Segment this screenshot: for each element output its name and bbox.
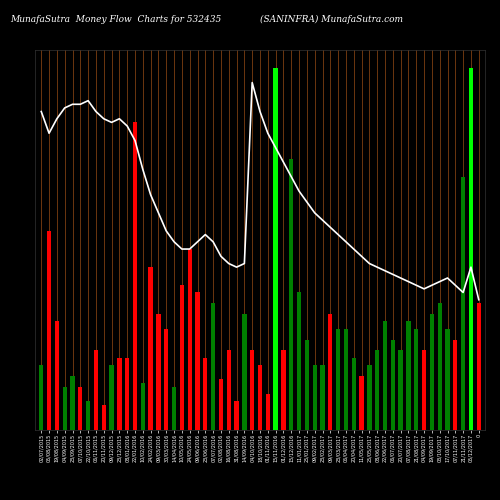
Bar bbox=[47, 231, 51, 430]
Bar bbox=[312, 365, 317, 430]
Bar bbox=[282, 350, 286, 430]
Bar bbox=[320, 365, 324, 430]
Bar bbox=[117, 358, 121, 430]
Bar bbox=[54, 322, 59, 430]
Bar bbox=[250, 350, 254, 430]
Bar bbox=[242, 314, 246, 430]
Bar bbox=[140, 383, 145, 430]
Bar bbox=[297, 292, 301, 430]
Bar bbox=[148, 267, 153, 430]
Bar bbox=[164, 328, 168, 430]
Bar bbox=[383, 322, 387, 430]
Bar bbox=[446, 328, 450, 430]
Bar bbox=[78, 386, 82, 430]
Bar bbox=[110, 365, 114, 430]
Bar bbox=[304, 340, 309, 430]
Bar bbox=[406, 322, 410, 430]
Bar bbox=[430, 314, 434, 430]
Bar bbox=[328, 314, 332, 430]
Bar bbox=[289, 158, 294, 430]
Bar bbox=[211, 304, 216, 430]
Bar bbox=[453, 340, 458, 430]
Bar bbox=[219, 380, 223, 430]
Bar bbox=[226, 350, 231, 430]
Bar bbox=[180, 285, 184, 430]
Bar bbox=[133, 122, 137, 430]
Bar bbox=[62, 386, 67, 430]
Bar bbox=[336, 328, 340, 430]
Bar bbox=[414, 328, 418, 430]
Bar bbox=[125, 358, 130, 430]
Bar bbox=[70, 376, 74, 430]
Bar bbox=[102, 404, 106, 430]
Bar bbox=[344, 328, 348, 430]
Bar bbox=[476, 304, 481, 430]
Bar bbox=[469, 68, 473, 430]
Bar bbox=[390, 340, 395, 430]
Bar bbox=[438, 304, 442, 430]
Bar bbox=[360, 376, 364, 430]
Bar bbox=[188, 249, 192, 430]
Bar bbox=[266, 394, 270, 430]
Bar bbox=[86, 401, 90, 430]
Text: (SANINFRA) MunafaSutra.com: (SANINFRA) MunafaSutra.com bbox=[260, 15, 403, 24]
Bar bbox=[352, 358, 356, 430]
Text: MunafaSutra  Money Flow  Charts for 532435: MunafaSutra Money Flow Charts for 532435 bbox=[10, 15, 221, 24]
Bar bbox=[39, 365, 44, 430]
Bar bbox=[94, 350, 98, 430]
Bar bbox=[422, 350, 426, 430]
Bar bbox=[234, 401, 238, 430]
Bar bbox=[156, 314, 160, 430]
Bar bbox=[375, 350, 380, 430]
Bar bbox=[203, 358, 207, 430]
Bar bbox=[274, 68, 278, 430]
Bar bbox=[196, 292, 200, 430]
Bar bbox=[258, 365, 262, 430]
Bar bbox=[398, 350, 403, 430]
Bar bbox=[461, 176, 466, 430]
Bar bbox=[172, 386, 176, 430]
Bar bbox=[367, 365, 372, 430]
